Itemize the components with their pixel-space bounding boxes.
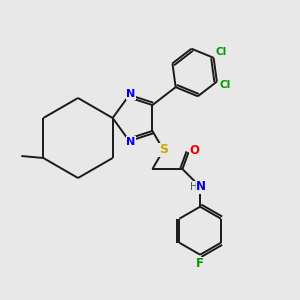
Text: H: H (190, 182, 198, 192)
Text: N: N (126, 137, 136, 147)
Text: Cl: Cl (220, 80, 231, 90)
Text: Cl: Cl (215, 47, 226, 57)
Text: S: S (159, 143, 168, 157)
Text: F: F (196, 257, 204, 270)
Text: N: N (126, 89, 136, 99)
Text: N: N (196, 180, 206, 193)
Text: O: O (190, 144, 200, 157)
